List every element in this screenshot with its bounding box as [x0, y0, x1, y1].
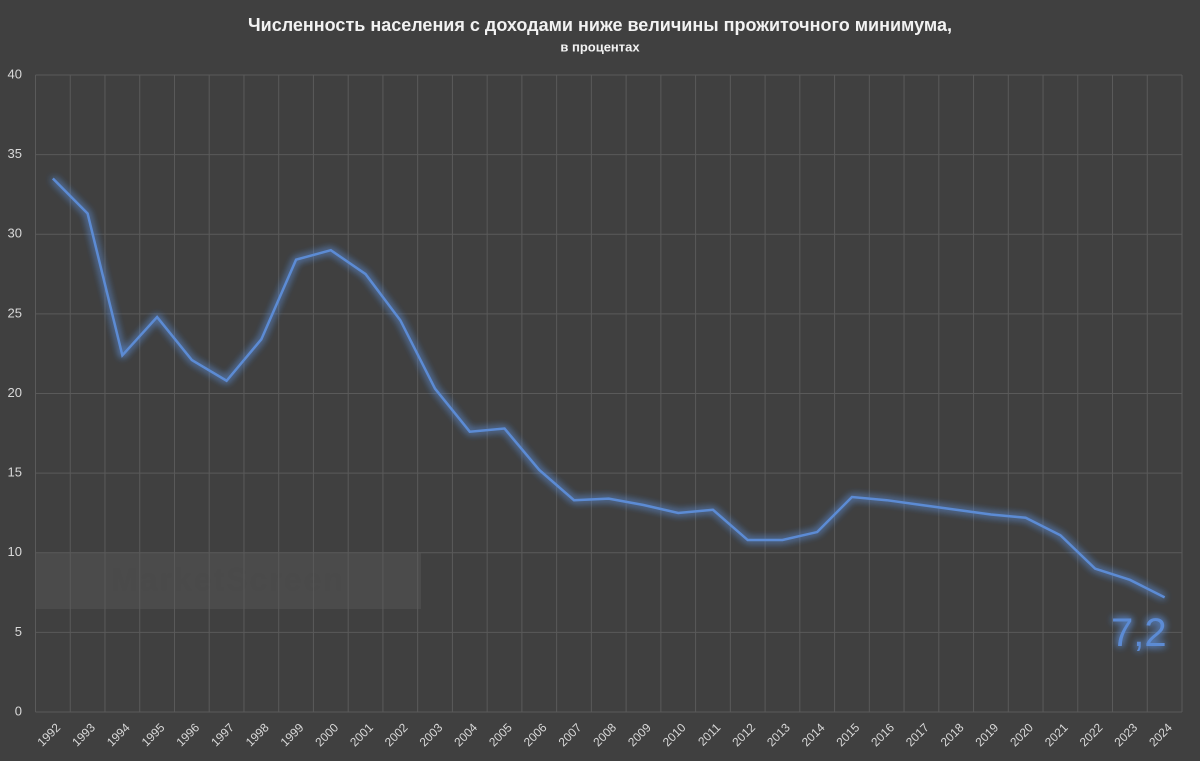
y-tick-label: 0 [15, 703, 22, 718]
y-tick-label: 15 [8, 465, 22, 480]
data-label: 7,2 [1111, 611, 1167, 655]
watermark: MarketScreen [111, 561, 345, 597]
chart-title: Численность населения с доходами ниже ве… [248, 15, 952, 35]
y-tick-label: 35 [8, 146, 22, 161]
watermark-box [35, 553, 421, 609]
y-tick-label: 25 [8, 305, 22, 320]
data-line [51, 177, 1166, 599]
y-tick-label: 40 [8, 66, 22, 81]
y-tick-label: 30 [8, 226, 22, 241]
y-tick-label: 10 [8, 544, 22, 559]
y-tick-label: 20 [8, 385, 22, 400]
y-tick-label: 5 [15, 624, 22, 639]
chart-subtitle: в процентах [560, 39, 640, 54]
